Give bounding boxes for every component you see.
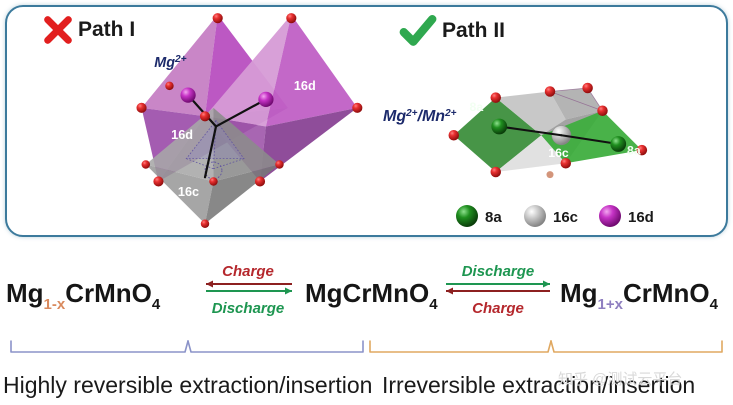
svg-text:16d: 16d [171, 128, 193, 142]
svg-text:16d: 16d [628, 209, 654, 226]
svg-text:8a: 8a [627, 144, 641, 158]
svg-text:16c: 16c [548, 146, 569, 160]
svg-text:8a: 8a [485, 209, 502, 226]
svg-text:16c: 16c [178, 185, 199, 199]
svg-text:16c: 16c [553, 209, 578, 226]
svg-text:16d: 16d [294, 79, 316, 93]
